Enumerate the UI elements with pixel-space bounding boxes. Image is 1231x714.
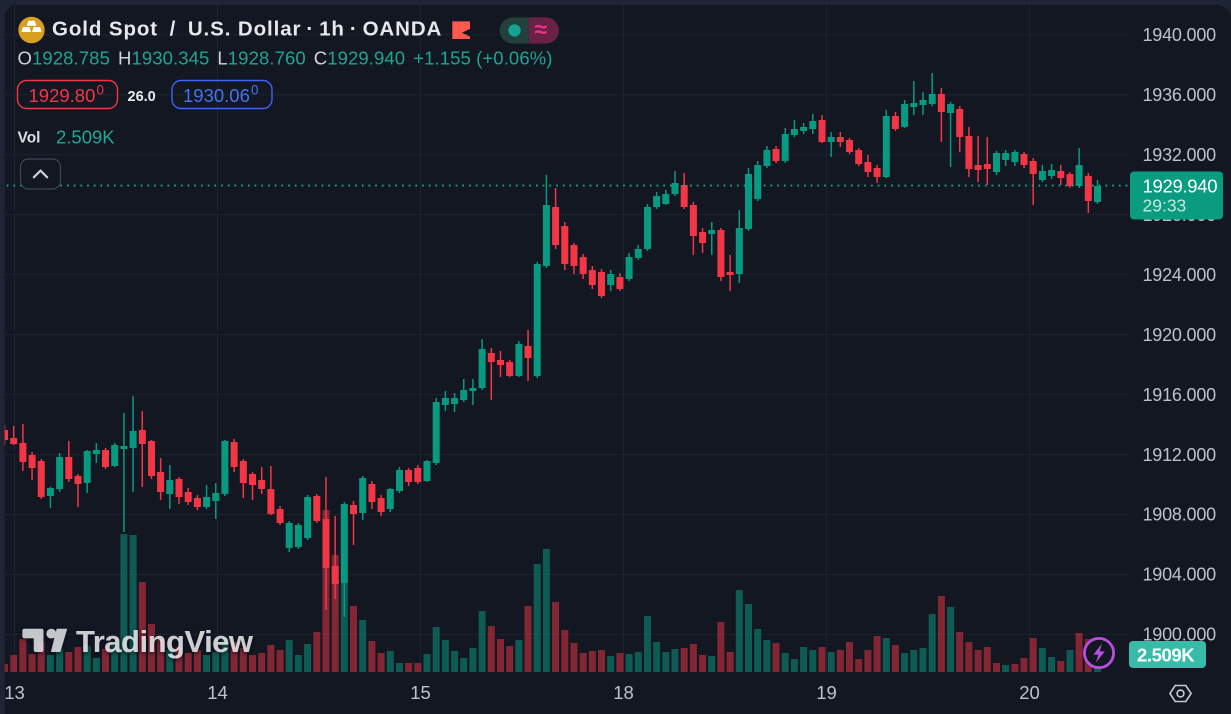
svg-text:29:33: 29:33 [1143,196,1187,216]
svg-text:1908.000: 1908.000 [1143,505,1217,525]
svg-text:1929.80: 1929.80 [29,85,96,106]
svg-text:1936.000: 1936.000 [1143,85,1217,105]
svg-text:Gold Spot / U.S. Dollar · 1h: Gold Spot / U.S. Dollar · 1h · OANDA [52,18,442,41]
svg-text:Vol: Vol [18,130,41,147]
svg-text:1900.000: 1900.000 [1143,625,1217,645]
svg-text:1940.000: 1940.000 [1143,25,1217,45]
svg-text:1924.000: 1924.000 [1143,265,1217,285]
svg-text:0: 0 [251,83,259,98]
svg-text:1929.940: 1929.940 [1143,176,1218,197]
svg-text:20: 20 [1019,682,1040,703]
svg-text:14: 14 [207,682,228,703]
svg-text:1920.000: 1920.000 [1143,325,1217,345]
svg-text:2.509K: 2.509K [1137,645,1195,666]
svg-text:13: 13 [4,682,25,703]
svg-text:19: 19 [816,682,837,703]
svg-text:≈: ≈ [535,16,548,42]
svg-text:2.509K: 2.509K [56,127,115,148]
svg-text:1912.000: 1912.000 [1143,445,1217,465]
svg-text:1904.000: 1904.000 [1143,565,1217,585]
svg-text:0: 0 [97,83,105,98]
svg-text:26.0: 26.0 [128,89,156,105]
svg-text:1932.000: 1932.000 [1143,145,1217,165]
svg-text:TradingView: TradingView [76,624,254,659]
svg-text:1930.06: 1930.06 [183,85,250,106]
svg-text:1916.000: 1916.000 [1143,385,1217,405]
svg-text:15: 15 [410,682,431,703]
svg-text:18: 18 [613,682,634,703]
